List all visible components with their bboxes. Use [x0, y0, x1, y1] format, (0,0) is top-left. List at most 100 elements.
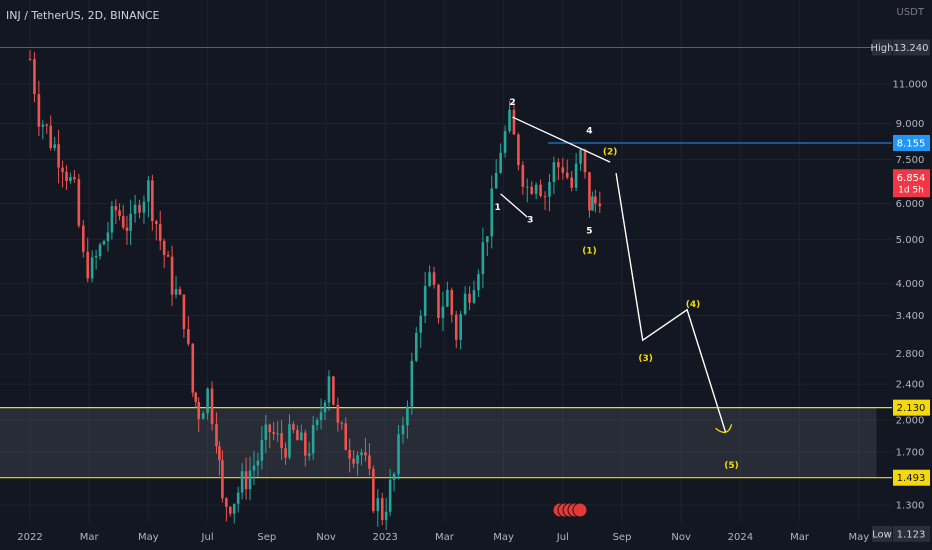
- candle-body: [570, 177, 573, 188]
- candle-body: [459, 314, 462, 340]
- x-tick-label: May: [493, 532, 514, 543]
- candle-body: [268, 424, 272, 433]
- candle-body: [446, 289, 449, 307]
- candle-body: [81, 225, 85, 252]
- candle-body: [33, 59, 36, 95]
- event-icon: [572, 502, 588, 518]
- candle-body: [228, 507, 232, 514]
- candle-body: [125, 227, 129, 231]
- candle-body: [272, 432, 276, 434]
- candle-body: [428, 272, 431, 286]
- candle-body: [114, 206, 118, 211]
- symbol-title[interactable]: INJ / TetherUS, 2D, BINANCE: [6, 9, 160, 22]
- candle-body: [256, 460, 260, 466]
- x-tick-label: Sep: [613, 532, 632, 543]
- candle-body: [94, 256, 98, 258]
- candle-body: [583, 149, 587, 173]
- price-label-bg: [893, 39, 930, 56]
- wave-label: (5): [724, 461, 739, 471]
- x-tick-label: Mar: [80, 532, 100, 543]
- candle-body: [530, 186, 534, 194]
- x-tick-label: Mar: [790, 532, 810, 543]
- price-label-High: 13.240: [894, 43, 929, 54]
- candle-body: [102, 241, 106, 245]
- candle-body: [98, 244, 102, 257]
- candle-body: [182, 294, 186, 330]
- candle-body: [194, 392, 198, 402]
- candle-body: [49, 125, 53, 149]
- candle-body: [218, 446, 221, 461]
- candle-body: [477, 274, 480, 291]
- candle-body: [368, 455, 371, 469]
- candle-body: [307, 453, 311, 456]
- candle-body: [86, 251, 90, 279]
- y-tick-label: 11.000: [893, 80, 928, 91]
- candle-body: [591, 196, 594, 211]
- x-tick-label: Nov: [316, 532, 336, 543]
- candle-body: [561, 167, 565, 173]
- candle-body: [588, 172, 591, 211]
- candle-body: [37, 94, 41, 127]
- y-tick-label: 6.000: [896, 199, 925, 210]
- y-tick-label: 2.000: [896, 416, 925, 427]
- candle-body: [154, 221, 158, 225]
- candle-body: [201, 413, 205, 420]
- candle-body: [392, 474, 396, 480]
- candle-body: [512, 109, 516, 135]
- candle-body: [197, 401, 201, 420]
- x-tick-label: Mar: [435, 532, 455, 543]
- wedge-lower-line: [500, 193, 528, 218]
- candle-body: [468, 293, 471, 303]
- y-tick-label: 7.500: [896, 155, 925, 166]
- candle-body: [327, 376, 331, 403]
- candle-body: [248, 470, 252, 490]
- candle-body: [356, 455, 359, 464]
- candle-body: [276, 433, 279, 435]
- candle-body: [376, 498, 380, 512]
- x-tick-label: May: [138, 532, 159, 543]
- candle-body: [260, 439, 264, 461]
- candle-body: [110, 206, 114, 233]
- candle-body: [499, 152, 502, 173]
- candle-body: [106, 232, 110, 242]
- candle-body: [364, 452, 367, 456]
- candle-body: [232, 503, 236, 514]
- candle-body: [454, 314, 458, 340]
- x-tick-label: 2024: [728, 532, 753, 543]
- wave-label: (2): [603, 147, 618, 157]
- y-tick-label: 2.800: [896, 349, 925, 360]
- projection-hook: [715, 424, 733, 434]
- candle-body: [414, 332, 418, 361]
- x-tick-label: 2022: [17, 532, 42, 543]
- candle-body: [264, 424, 268, 440]
- candle-body: [45, 124, 49, 126]
- candle-body: [352, 458, 355, 464]
- candle-body: [206, 388, 209, 414]
- candle-body: [490, 188, 494, 237]
- candle-body: [463, 293, 467, 315]
- candle-body: [311, 425, 315, 454]
- candle-body: [380, 498, 384, 520]
- price-label-bg: [893, 169, 930, 198]
- candle-body: [65, 171, 68, 182]
- candle-body: [133, 204, 137, 214]
- candle-body: [574, 163, 578, 188]
- price-prefix: Low: [872, 529, 892, 540]
- y-tick-label: 9.000: [896, 119, 925, 130]
- price-label-Low: 1.123: [897, 529, 926, 540]
- candle-body: [548, 181, 551, 197]
- price-label-current: 6.854: [897, 173, 926, 184]
- candle-body: [158, 224, 162, 241]
- candle-body: [486, 236, 489, 243]
- y-tick-label: 1.300: [896, 501, 925, 512]
- candle-body: [397, 434, 400, 475]
- candle-body: [170, 256, 174, 295]
- candle-body: [323, 402, 327, 413]
- candle-body: [348, 449, 351, 459]
- candle-body: [332, 376, 335, 405]
- wave-label: 1: [495, 203, 501, 213]
- candle-body: [174, 289, 178, 295]
- price-label-bg: [893, 469, 930, 486]
- candle-body: [472, 290, 476, 303]
